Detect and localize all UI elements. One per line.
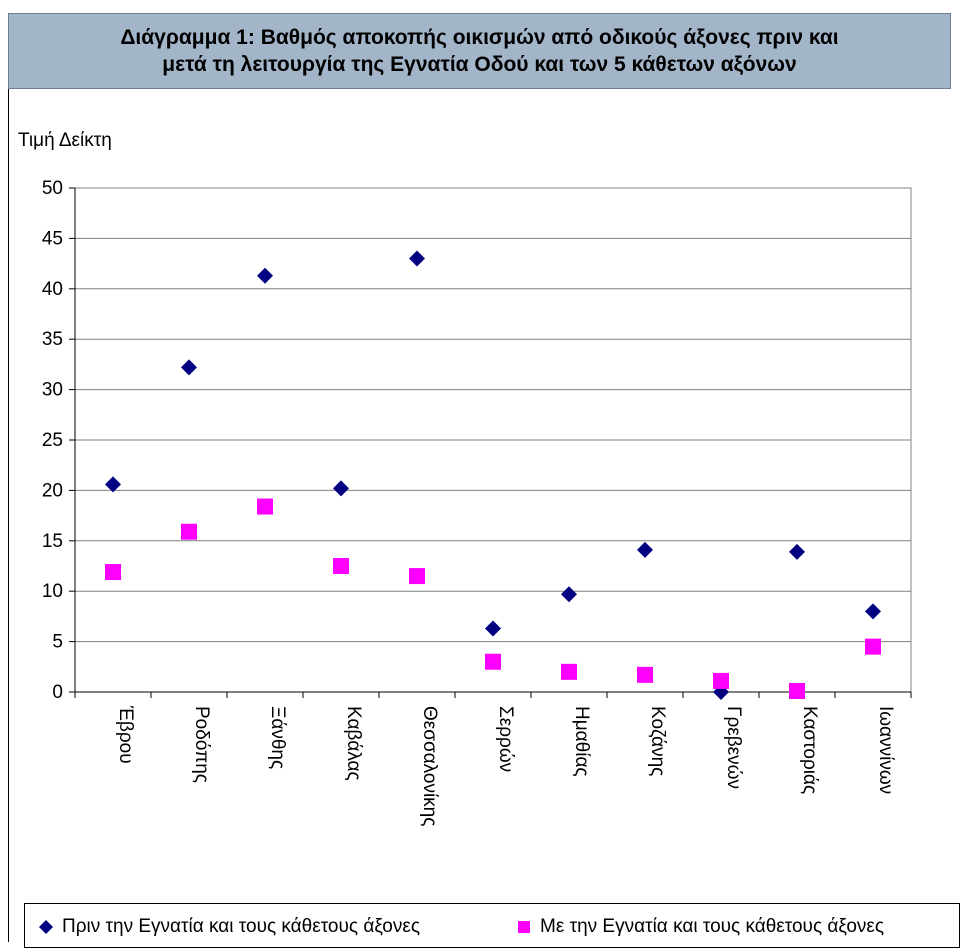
x-tick-label: Γρεβενών [723,706,744,789]
x-tick-label: Ιωαννίνων [875,706,896,794]
series-0-diamond-point [105,476,121,493]
y-tick-label: 10 [42,581,63,602]
x-tick-label: Καβάλας [343,706,364,781]
chart-title-line-2: μετά τη λειτουργία της Εγνατία Οδού και … [162,53,797,76]
scatter-chart: 0 5 10 15 20 25 30 35 40 45 50 Έβρου Ροδόπης Ξάνθης Κα… [18,130,912,826]
y-tick-label: 35 [42,329,63,350]
legend: Πριν την Εγνατία και τους κάθετους άξονε… [24,903,960,948]
legend-diamond-marker-icon [39,920,53,934]
legend-item-after: Με την Εγνατία και τους κάθετους άξονες [517,916,884,938]
series-0-diamond-point [637,541,653,558]
series-0-diamond-point [257,267,273,284]
y-tick-label: 25 [42,430,63,451]
chart-title-box: Διάγραμμα 1: Βαθμός αποκοπής οικισμών απ… [8,13,951,89]
x-tick-label: Καστοριάς [799,706,820,794]
series-1-square-point [333,558,349,574]
y-tick-label: 45 [42,228,63,249]
x-tick-label: Ημαθίας [571,706,592,777]
series-1-square-point [713,672,729,689]
series-0-diamond-point [789,543,805,560]
series-0-diamond-point [865,603,881,620]
x-tick-label: Θεσσαλονίκης [419,706,440,826]
y-tick-label: 50 [42,178,63,199]
series-1-square-point [561,663,577,680]
y-tick-label: 15 [42,531,63,552]
series-1-square-point [637,666,653,683]
x-tick-label: Έβρου [115,705,136,764]
x-tick-label: Σερρών [495,706,516,772]
x-tick-label: Ξάνθης [267,706,288,769]
series-1-square-point [409,568,425,585]
legend-square-marker-icon [518,921,530,933]
legend-label-before: Πριν την Εγνατία και τους κάθετους άξονε… [62,916,421,937]
chart-frame [8,89,960,942]
legend-label-after: Με την Εγνατία και τους κάθετους άξονες [540,916,885,937]
legend-item-before: Πριν την Εγνατία και τους κάθετους άξονε… [39,916,420,938]
y-tick-label: 0 [52,682,63,703]
series-0-diamond-point [485,620,501,637]
y-tick-label: 5 [52,632,63,653]
series-0-diamond-point [181,359,197,376]
series-1-square-point [105,564,121,581]
chart-title-line-1: Διάγραμμα 1: Βαθμός αποκοπής οικισμών απ… [120,26,839,49]
y-tick-label: 20 [42,480,63,501]
y-axis-label: Τιμή Δείκτη [18,130,112,151]
series-0-diamond-point [409,250,425,267]
series-1-square-point [257,498,273,515]
y-tick-label: 40 [42,279,63,300]
series-1-square-point [485,653,501,670]
series-0-diamond-point [333,480,349,497]
series-0-diamond-point [561,586,577,603]
x-tick-label: Κοζάνης [647,706,668,776]
series-1-square-point [181,523,197,540]
y-tick-label: 30 [42,380,63,401]
series-1-square-point [789,682,805,699]
series-1-square-point [865,638,881,655]
x-tick-label: Ροδόπης [191,706,212,783]
